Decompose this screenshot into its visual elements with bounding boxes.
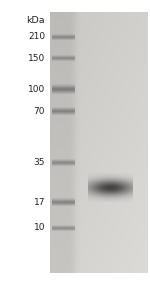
Text: 17: 17 <box>33 198 45 207</box>
Text: 150: 150 <box>28 53 45 63</box>
Text: kDa: kDa <box>26 16 45 25</box>
Text: 210: 210 <box>28 32 45 41</box>
Text: 70: 70 <box>33 107 45 116</box>
Text: 35: 35 <box>33 158 45 167</box>
Text: 10: 10 <box>33 223 45 232</box>
Text: 100: 100 <box>28 85 45 94</box>
